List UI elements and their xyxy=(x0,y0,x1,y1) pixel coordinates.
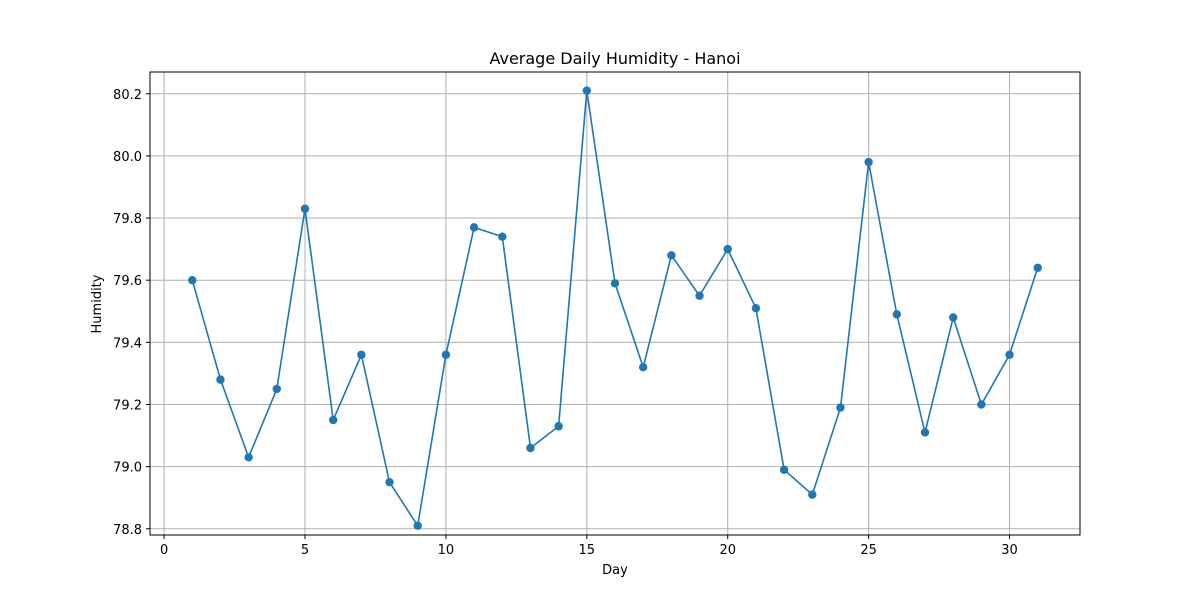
chart-title: Average Daily Humidity - Hanoi xyxy=(489,49,740,68)
data-point xyxy=(216,375,225,384)
data-point xyxy=(723,244,732,254)
data-point xyxy=(892,310,902,319)
data-point xyxy=(441,350,451,359)
data-point xyxy=(836,403,845,412)
data-point xyxy=(751,303,761,313)
data-point xyxy=(582,86,592,95)
data-point xyxy=(779,465,789,474)
x-tick-label: 5 xyxy=(301,543,309,558)
data-point xyxy=(357,350,366,359)
data-point xyxy=(948,313,958,322)
data-point xyxy=(638,363,648,372)
data-point xyxy=(526,443,535,453)
data-point xyxy=(272,384,282,394)
y-tick-label: 79.4 xyxy=(113,336,142,351)
y-axis-ticks: 78.8 79.0 79.2 79.4 79.6 79.8 80.0 80.2 xyxy=(113,88,150,538)
x-tick-label: 15 xyxy=(579,543,596,558)
x-tick-label: 30 xyxy=(1001,543,1018,558)
data-point xyxy=(244,453,253,462)
data-point xyxy=(385,477,394,487)
data-point xyxy=(413,521,422,530)
data-point xyxy=(554,422,563,431)
data-point xyxy=(808,490,817,499)
x-tick-label: 25 xyxy=(860,543,877,558)
data-point xyxy=(610,279,620,288)
y-tick-label: 80.0 xyxy=(113,150,142,165)
x-axis-label: Day xyxy=(602,563,628,578)
x-axis-ticks: 0 5 10 15 20 25 30 xyxy=(160,535,1018,558)
y-tick-label: 80.2 xyxy=(113,88,142,103)
data-point xyxy=(328,415,338,425)
data-point xyxy=(300,204,310,213)
y-tick-label: 79.2 xyxy=(113,398,142,413)
data-point xyxy=(864,157,873,167)
plot-frame xyxy=(149,71,1081,536)
data-point xyxy=(977,400,986,409)
x-tick-label: 20 xyxy=(719,543,736,558)
data-point xyxy=(695,291,704,300)
y-tick-label: 79.6 xyxy=(113,274,142,289)
data-point xyxy=(667,251,676,260)
data-point xyxy=(1005,350,1014,359)
y-tick-label: 78.8 xyxy=(113,523,142,538)
data-series xyxy=(188,86,1042,530)
y-tick-label: 79.0 xyxy=(113,461,142,476)
x-tick-label: 0 xyxy=(160,543,168,558)
x-tick-label: 10 xyxy=(438,543,455,558)
data-point xyxy=(188,275,197,285)
grid-lines xyxy=(150,72,1080,535)
data-point xyxy=(469,223,479,232)
y-tick-label: 79.8 xyxy=(113,212,142,227)
y-axis-label: Humidity xyxy=(90,274,105,333)
data-point xyxy=(920,428,930,437)
data-point xyxy=(1033,263,1042,272)
data-point xyxy=(498,232,507,241)
